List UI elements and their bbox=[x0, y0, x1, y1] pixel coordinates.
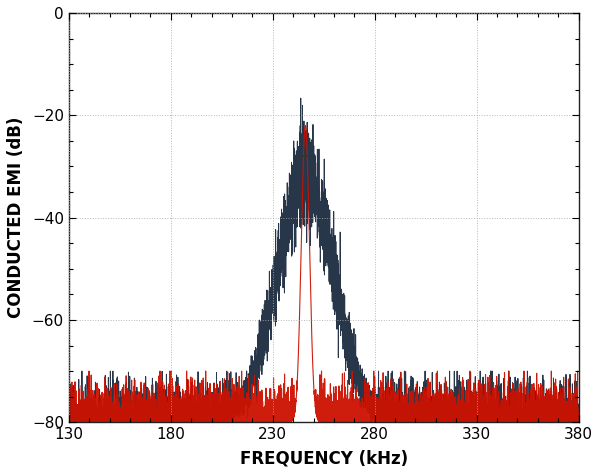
Y-axis label: CONDUCTED EMI (dB): CONDUCTED EMI (dB) bbox=[7, 117, 25, 318]
X-axis label: FREQUENCY (kHz): FREQUENCY (kHz) bbox=[239, 449, 408, 467]
